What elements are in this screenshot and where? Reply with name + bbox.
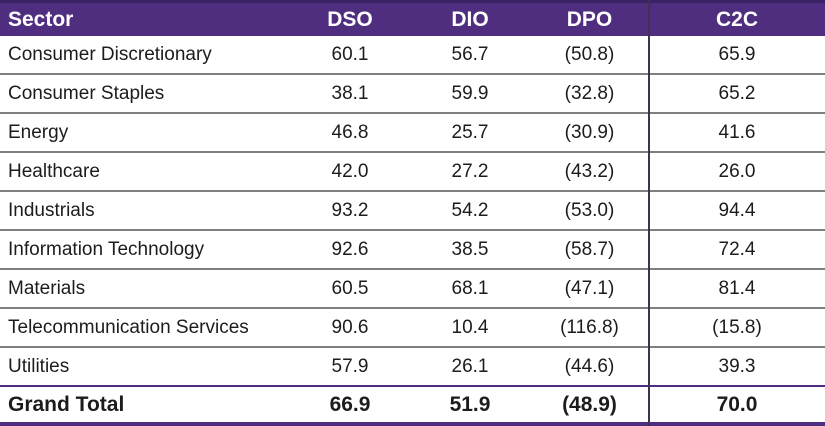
- cell-sector: Materials: [8, 277, 86, 299]
- cell-dpo-total: (48.9): [562, 392, 617, 416]
- table-row-healthcare: Healthcare 42.0 27.2 (43.2) 26.0: [0, 153, 825, 192]
- table-row-utilities: Utilities 57.9 26.1 (44.6) 39.3: [0, 348, 825, 387]
- table-row-industrials: Industrials 93.2 54.2 (53.0) 94.4: [0, 192, 825, 231]
- cell-c2c: 72.4: [718, 238, 756, 260]
- cell-c2c: 39.3: [718, 355, 756, 377]
- cell-dio: 26.1: [451, 355, 489, 377]
- cell-sector: Consumer Discretionary: [8, 43, 212, 65]
- cell-dpo: (50.8): [564, 43, 615, 65]
- cell-sector: Telecommunication Services: [8, 316, 249, 338]
- column-header-c2c: C2C: [715, 7, 758, 31]
- cell-c2c: 65.2: [718, 82, 756, 104]
- cell-dio: 56.7: [451, 43, 489, 65]
- cell-dpo: (43.2): [564, 160, 615, 182]
- column-header-dso: DSO: [327, 7, 373, 31]
- cell-dpo: (58.7): [564, 238, 615, 260]
- cell-c2c: 81.4: [718, 277, 756, 299]
- cell-dso: 93.2: [331, 199, 369, 221]
- cell-dso: 90.6: [331, 316, 369, 338]
- cell-dpo: (30.9): [564, 121, 615, 143]
- cell-dio-total: 51.9: [449, 392, 491, 416]
- column-header-dpo: DPO: [566, 7, 613, 31]
- cell-sector: Energy: [8, 121, 69, 143]
- table-row-energy: Energy 46.8 25.7 (30.9) 41.6: [0, 114, 825, 153]
- cell-sector: Information Technology: [8, 238, 205, 260]
- cell-c2c: 65.9: [718, 43, 756, 65]
- cell-dpo: (116.8): [560, 316, 619, 338]
- cell-dso: 42.0: [331, 160, 369, 182]
- cell-sector-total: Grand Total: [8, 392, 125, 416]
- cell-dio: 27.2: [451, 160, 489, 182]
- cell-sector: Healthcare: [8, 160, 100, 182]
- table-row-materials: Materials 60.5 68.1 (47.1) 81.4: [0, 270, 825, 309]
- cell-sector: Utilities: [8, 355, 70, 377]
- cell-dso: 92.6: [331, 238, 369, 260]
- cell-dio: 68.1: [451, 277, 489, 299]
- table-row-consumer-discretionary: Consumer Discretionary 60.1 56.7 (50.8) …: [0, 36, 825, 75]
- cell-dio: 54.2: [451, 199, 489, 221]
- cell-c2c: 94.4: [718, 199, 756, 221]
- table-row-consumer-staples: Consumer Staples 38.1 59.9 (32.8) 65.2: [0, 75, 825, 114]
- cell-dpo: (47.1): [564, 277, 615, 299]
- table-row-information-technology: Information Technology 92.6 38.5 (58.7) …: [0, 231, 825, 270]
- cell-sector: Industrials: [8, 199, 95, 221]
- cell-dio: 10.4: [451, 316, 489, 338]
- cell-dio: 59.9: [451, 82, 489, 104]
- cell-dpo: (32.8): [564, 82, 615, 104]
- cell-dio: 25.7: [451, 121, 489, 143]
- cell-dso: 38.1: [331, 82, 369, 104]
- cell-c2c: (15.8): [712, 316, 762, 338]
- cell-dio: 38.5: [451, 238, 489, 260]
- cell-dpo: (44.6): [564, 355, 615, 377]
- cell-dso: 57.9: [331, 355, 369, 377]
- cell-dso: 60.1: [331, 43, 369, 65]
- column-header-sector: Sector: [8, 7, 74, 31]
- cell-c2c-total: 70.0: [716, 392, 758, 416]
- cell-c2c: 41.6: [718, 121, 756, 143]
- cell-dpo: (53.0): [564, 199, 615, 221]
- cell-dso-total: 66.9: [329, 392, 371, 416]
- table-row-telecommunication-services: Telecommunication Services 90.6 10.4 (11…: [0, 309, 825, 348]
- cell-dso: 46.8: [331, 121, 369, 143]
- table-row-grand-total: Grand Total 66.9 51.9 (48.9) 70.0: [0, 387, 825, 426]
- cell-c2c: 26.0: [718, 160, 756, 182]
- cell-dso: 60.5: [331, 277, 369, 299]
- cell-sector: Consumer Staples: [8, 82, 165, 104]
- column-header-dio: DIO: [451, 7, 489, 31]
- table-header-row: Sector DSO DIO DPO C2C: [0, 0, 825, 36]
